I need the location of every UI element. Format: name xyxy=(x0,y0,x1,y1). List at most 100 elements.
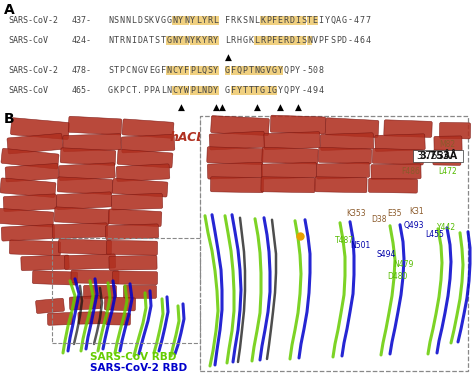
Text: R: R xyxy=(231,16,236,25)
Bar xyxy=(166,36,172,45)
FancyBboxPatch shape xyxy=(384,120,432,138)
Text: N: N xyxy=(108,36,113,45)
Text: -: - xyxy=(348,16,353,25)
Text: SARS-CoV-2: SARS-CoV-2 xyxy=(8,16,58,25)
FancyBboxPatch shape xyxy=(117,149,173,168)
FancyBboxPatch shape xyxy=(52,223,108,239)
FancyBboxPatch shape xyxy=(68,116,122,135)
Text: Y: Y xyxy=(295,86,300,95)
FancyBboxPatch shape xyxy=(5,163,59,182)
Text: P: P xyxy=(120,66,125,75)
Bar xyxy=(172,66,178,75)
Bar xyxy=(230,66,236,75)
FancyBboxPatch shape xyxy=(372,148,424,165)
Bar xyxy=(213,16,219,25)
Text: T: T xyxy=(307,16,312,25)
FancyBboxPatch shape xyxy=(78,312,106,324)
Text: T: T xyxy=(254,86,259,95)
Text: P: P xyxy=(266,36,271,45)
Text: L: L xyxy=(225,36,230,45)
FancyBboxPatch shape xyxy=(10,118,70,139)
Bar xyxy=(307,16,312,25)
FancyBboxPatch shape xyxy=(316,162,370,179)
FancyBboxPatch shape xyxy=(368,178,418,193)
Bar xyxy=(248,66,254,75)
Text: R: R xyxy=(260,36,265,45)
FancyBboxPatch shape xyxy=(210,116,269,136)
Text: Y: Y xyxy=(278,66,283,75)
FancyBboxPatch shape xyxy=(434,136,462,151)
Text: 7: 7 xyxy=(365,16,370,25)
Text: P: P xyxy=(336,36,341,45)
Text: E: E xyxy=(149,66,154,75)
Bar xyxy=(195,66,201,75)
Bar xyxy=(312,16,318,25)
Text: F: F xyxy=(272,36,277,45)
FancyBboxPatch shape xyxy=(109,255,157,270)
FancyBboxPatch shape xyxy=(64,254,116,270)
Text: G: G xyxy=(272,86,277,95)
Text: T: T xyxy=(248,86,254,95)
Text: D480: D480 xyxy=(388,272,408,281)
Text: K31: K31 xyxy=(409,207,424,216)
Text: P: P xyxy=(243,66,247,75)
Text: C: C xyxy=(173,66,177,75)
FancyBboxPatch shape xyxy=(105,313,130,325)
Text: F: F xyxy=(161,66,165,75)
Text: 4: 4 xyxy=(365,36,370,45)
Text: D38: D38 xyxy=(372,215,387,224)
Text: ▲: ▲ xyxy=(254,102,261,112)
Text: G: G xyxy=(243,36,247,45)
Text: ▲: ▲ xyxy=(213,102,219,112)
Text: Q: Q xyxy=(330,16,335,25)
Text: G: G xyxy=(260,66,265,75)
Text: F: F xyxy=(225,16,230,25)
FancyBboxPatch shape xyxy=(371,164,421,179)
Text: L: L xyxy=(196,66,201,75)
FancyBboxPatch shape xyxy=(261,162,317,179)
Text: Y: Y xyxy=(178,16,183,25)
Text: A: A xyxy=(4,3,15,17)
Text: E35: E35 xyxy=(388,210,402,218)
Text: 478-: 478- xyxy=(72,66,92,75)
Text: -: - xyxy=(301,86,306,95)
Text: R: R xyxy=(231,36,236,45)
Text: I: I xyxy=(295,16,300,25)
Bar xyxy=(195,86,201,95)
Bar xyxy=(413,150,463,162)
Text: G: G xyxy=(225,86,230,95)
Text: 3.753Å: 3.753Å xyxy=(416,152,450,162)
Text: L: L xyxy=(254,16,259,25)
Text: C: C xyxy=(173,86,177,95)
Bar xyxy=(201,86,207,95)
Text: G: G xyxy=(155,66,160,75)
FancyBboxPatch shape xyxy=(116,164,170,181)
Text: R: R xyxy=(120,36,125,45)
Bar xyxy=(283,36,289,45)
Bar xyxy=(213,86,219,95)
Text: S494: S494 xyxy=(377,250,396,259)
Text: Y: Y xyxy=(178,66,183,75)
Text: 437-: 437- xyxy=(72,16,92,25)
Text: P: P xyxy=(120,86,125,95)
Text: D: D xyxy=(342,36,347,45)
Bar xyxy=(201,16,207,25)
Text: T: T xyxy=(149,36,154,45)
Text: N479: N479 xyxy=(393,261,413,269)
Text: P: P xyxy=(190,66,195,75)
Text: F: F xyxy=(324,36,329,45)
Text: Q: Q xyxy=(201,66,207,75)
Text: D: D xyxy=(289,16,294,25)
Text: K: K xyxy=(248,36,254,45)
Text: 5: 5 xyxy=(307,66,312,75)
Text: 4: 4 xyxy=(319,86,324,95)
FancyBboxPatch shape xyxy=(439,122,471,139)
Text: E: E xyxy=(278,36,283,45)
Text: 4: 4 xyxy=(354,36,359,45)
Text: N: N xyxy=(248,16,254,25)
Text: D: D xyxy=(208,86,212,95)
Text: E: E xyxy=(278,16,283,25)
Bar xyxy=(295,36,301,45)
Bar xyxy=(272,16,277,25)
Text: 465-: 465- xyxy=(72,86,92,95)
